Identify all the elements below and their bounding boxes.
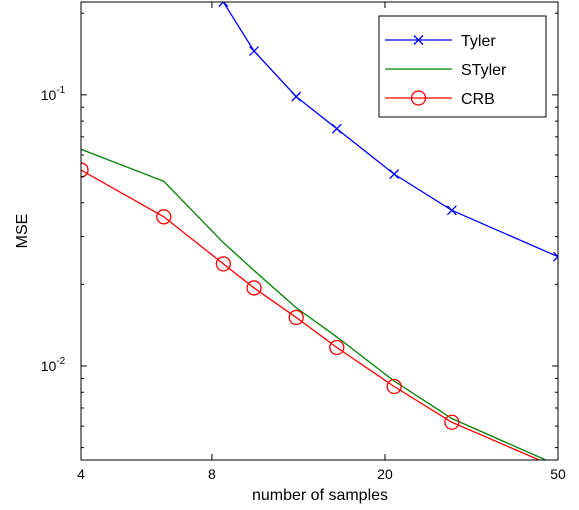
data-point-crb-6 (386, 378, 402, 395)
y-tick-label: 10-2 (41, 356, 66, 374)
data-point-tyler-5 (446, 205, 457, 216)
legend-label-styler: STyler (461, 62, 507, 79)
data-point-crb-2 (215, 256, 232, 272)
series-line-styler (81, 148, 548, 460)
data-point-tyler-1 (249, 46, 260, 57)
series-line-crb (81, 169, 541, 460)
data-point-crb-4 (288, 309, 304, 326)
data-point-tyler-6 (553, 251, 558, 262)
legend-entry-styler: STyler (385, 62, 507, 79)
legend-marker-tyler (413, 35, 424, 45)
x-axis-label: number of samples (252, 487, 388, 504)
legend-entry-crb: CRB (385, 90, 495, 108)
legend-marker-crb (410, 90, 427, 106)
tick-layer: 4 8 20 50 10-2 10-1 (41, 2, 566, 482)
data-point-crb-5 (329, 339, 345, 356)
legend-box (378, 15, 547, 118)
legend-label-crb: CRB (461, 91, 495, 108)
data-point-crb-0 (81, 162, 89, 178)
x-tick-label: 8 (208, 466, 216, 482)
x-tick-label: 4 (77, 466, 85, 482)
series-layer (81, 2, 558, 460)
y-tick-label: 10-1 (41, 85, 66, 103)
y-axis-label: MSE (14, 214, 31, 249)
data-point-crb-7 (444, 414, 460, 430)
legend-label-tyler: Tyler (461, 33, 496, 50)
legend-entry-tyler: Tyler (385, 33, 496, 50)
data-point-tyler-2 (291, 91, 302, 102)
data-point-crb-1 (156, 209, 172, 225)
plot-frame (80, 1, 559, 461)
data-point-tyler-3 (331, 123, 342, 134)
x-tick-label: 20 (377, 466, 393, 482)
data-point-tyler-4 (389, 169, 400, 180)
data-point-tyler-0 (218, 2, 229, 7)
data-point-crb-3 (246, 280, 262, 296)
legend: Tyler STyler CRB (378, 15, 547, 118)
x-tick-label: 50 (550, 466, 566, 482)
